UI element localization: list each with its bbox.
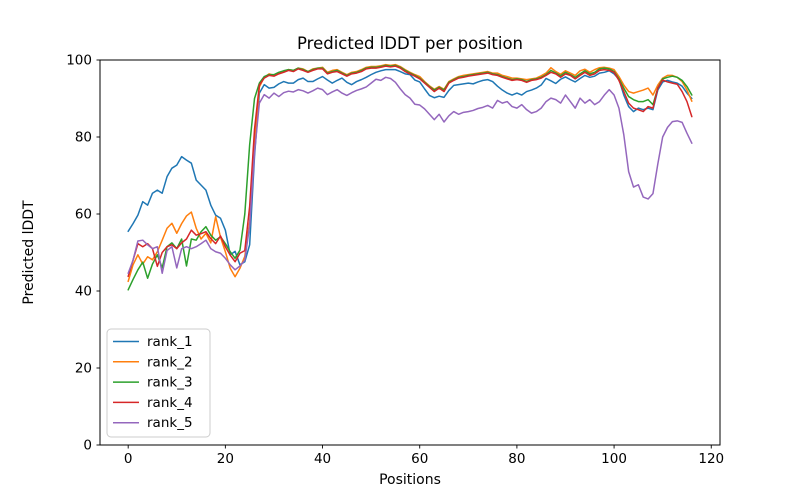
y-tick-label-80: 80 (75, 130, 92, 146)
x-tick-label-20: 20 (217, 451, 234, 467)
series-line-rank_4 (127, 65, 693, 278)
legend-box (106, 328, 211, 438)
x-tick-label-0: 0 (124, 451, 133, 467)
legend: rank_1 rank_2 rank_3 rank_4 rank_5 (106, 328, 211, 438)
y-tick-label-100: 100 (66, 53, 92, 69)
legend-label-rank_5: rank_5 (147, 415, 193, 431)
legend-entry-rank_4: rank_4 (113, 395, 193, 411)
legend-label-rank_3: rank_3 (147, 375, 193, 391)
axis-ticks: 0 20 40 60 80 100 120 0 20 40 60 80 100 (66, 53, 724, 468)
legend-entry-rank_3: rank_3 (113, 375, 193, 391)
x-tick-label-120: 120 (698, 451, 724, 467)
y-tick-label-40: 40 (75, 284, 92, 300)
x-tick-label-80: 80 (508, 451, 525, 467)
chart-title: Predicted lDDT per position (297, 34, 523, 53)
series-lines (127, 63, 693, 291)
legend-entry-rank_1: rank_1 (113, 334, 193, 350)
y-tick-label-20: 20 (75, 361, 92, 377)
x-tick-label-60: 60 (411, 451, 428, 467)
y-tick-label-60: 60 (75, 207, 92, 223)
y-axis-label: Predicted lDDT (21, 200, 37, 305)
series-line-rank_2 (127, 63, 693, 283)
x-tick-label-100: 100 (601, 451, 627, 467)
legend-label-rank_4: rank_4 (147, 395, 193, 411)
x-axis-label: Positions (379, 472, 441, 488)
plot-area-border (99, 59, 721, 446)
legend-entry-rank_5: rank_5 (113, 415, 193, 431)
legend-entry-rank_2: rank_2 (113, 354, 193, 370)
y-tick-label-0: 0 (83, 438, 92, 454)
legend-label-rank_1: rank_1 (147, 334, 193, 350)
legend-label-rank_2: rank_2 (147, 354, 193, 370)
series-line-rank_5 (127, 76, 693, 275)
x-tick-label-40: 40 (314, 451, 331, 467)
